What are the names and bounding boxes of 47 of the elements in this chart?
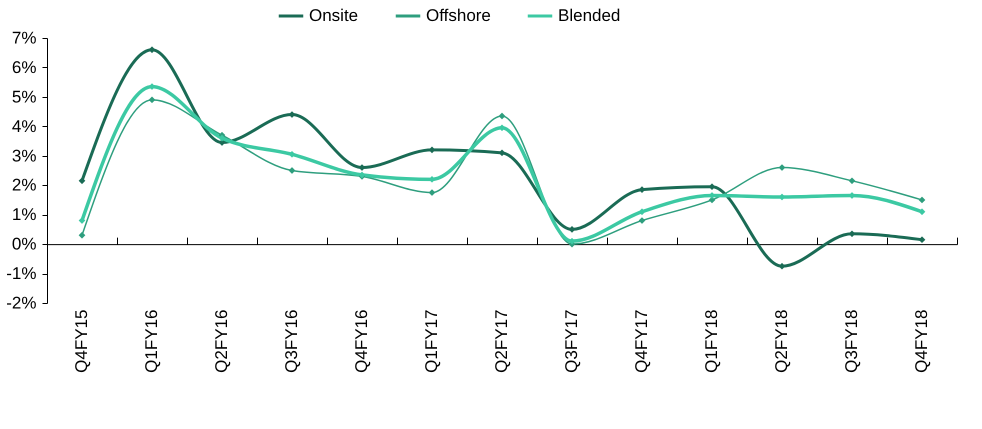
point (148, 96, 156, 104)
y-tick-label: 6% (12, 58, 36, 77)
y-tick-label: 1% (12, 205, 36, 224)
point (218, 134, 226, 142)
x-tick-label: Q4FY15 (72, 310, 91, 373)
y-tick-label: 3% (12, 146, 36, 166)
x-tick-label: Q2FY17 (492, 310, 511, 373)
x-tick-label: Q1FY17 (422, 310, 441, 373)
legend-label: Blended (558, 6, 620, 25)
point (78, 177, 86, 184)
x-tick-label: Q1FY16 (142, 310, 161, 373)
y-tick-label: 4% (12, 116, 36, 136)
x-tick-label: Q4FY18 (912, 310, 931, 373)
legend-label: Onsite (309, 6, 358, 25)
point (428, 189, 436, 196)
point (568, 226, 576, 233)
point (778, 164, 786, 171)
point (638, 217, 646, 224)
point (288, 167, 296, 174)
point (288, 111, 296, 118)
point (848, 177, 856, 184)
y-tick-label: 7% (12, 28, 36, 48)
x-tick-label: Q3FY17 (562, 310, 581, 373)
point (918, 196, 926, 204)
point (498, 149, 506, 156)
point (918, 208, 926, 216)
x-tick-label: Q2FY16 (212, 310, 231, 373)
y-tick-label: -2% (6, 294, 36, 312)
x-tick-label: Q4FY17 (632, 310, 651, 373)
y-tick-label: 0% (12, 234, 36, 254)
y-tick-label: -1% (6, 264, 36, 284)
point (498, 112, 506, 120)
point (78, 232, 86, 239)
x-tick-label: Q3FY16 (282, 310, 301, 373)
point (78, 217, 86, 224)
x-tick-label: Q1FY18 (702, 310, 721, 373)
y-tick-label: 5% (12, 87, 36, 106)
point (358, 164, 366, 171)
point (918, 236, 926, 244)
x-tick-label: Q2FY18 (772, 310, 791, 373)
y-tick-label: 2% (12, 176, 36, 195)
x-tick-label: Q3FY18 (842, 310, 861, 373)
legend-label: Offshore (426, 6, 491, 25)
point (638, 208, 646, 216)
point (148, 46, 156, 54)
point (638, 186, 646, 193)
x-tick-label: Q4FY16 (352, 310, 371, 373)
